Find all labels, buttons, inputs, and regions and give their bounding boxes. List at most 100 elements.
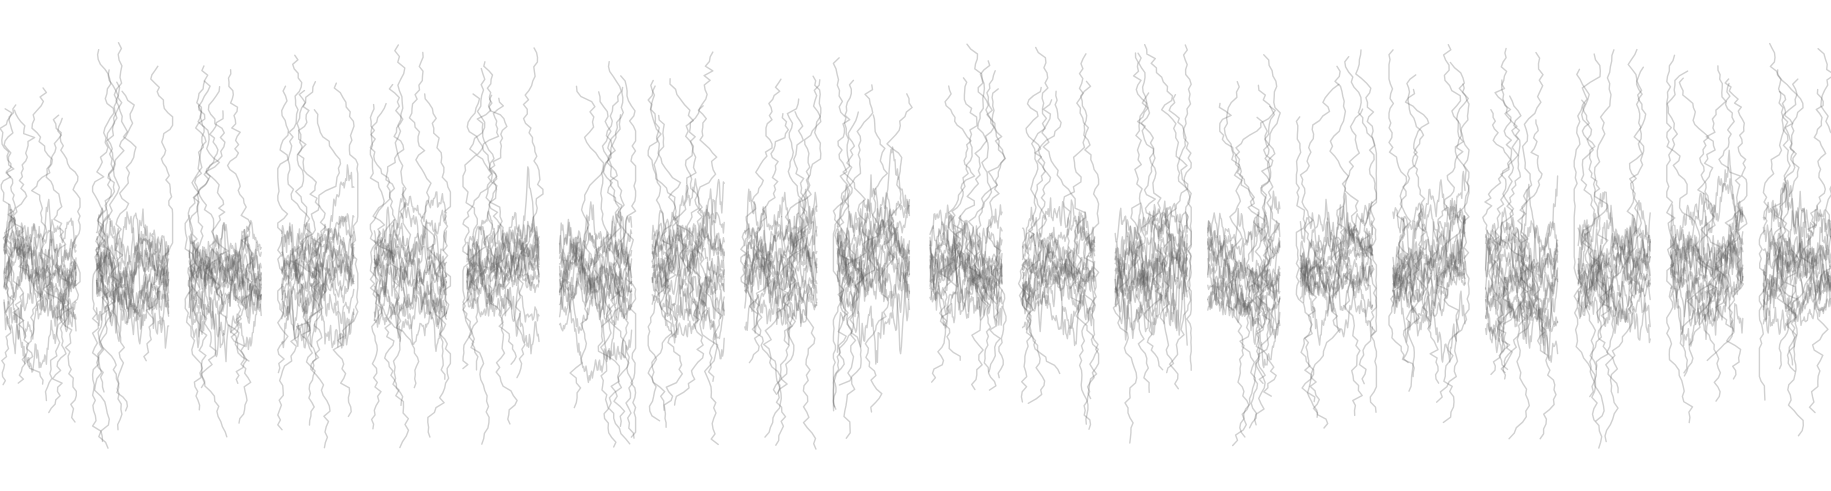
trace-line	[1392, 221, 1466, 307]
trace-line	[651, 211, 725, 321]
trace-line	[373, 244, 448, 326]
trace-line	[651, 264, 725, 317]
trace-line	[1041, 99, 1100, 430]
trace-line	[1021, 238, 1096, 303]
trace-line	[1144, 44, 1192, 371]
trace-line	[188, 228, 262, 358]
trace-line	[373, 230, 448, 306]
trace-line	[466, 239, 540, 302]
trace-line	[1771, 90, 1799, 372]
trace-line	[52, 114, 81, 423]
trace-line	[929, 255, 1003, 329]
trace-line	[744, 227, 818, 307]
trace-line	[744, 215, 818, 326]
trace-line	[95, 240, 170, 327]
trace-line	[0, 104, 17, 386]
trace-line	[1392, 246, 1466, 307]
trace-line	[744, 188, 818, 288]
trace-line	[744, 239, 818, 288]
trace-line	[651, 238, 725, 341]
trace-line	[558, 215, 633, 296]
trace-line	[929, 265, 1003, 316]
trace-line	[836, 239, 911, 355]
trace-line	[647, 85, 677, 411]
trace-line	[836, 257, 911, 365]
trace-line	[558, 231, 633, 310]
trace-line	[1577, 273, 1651, 325]
trace-line	[1484, 239, 1559, 311]
trace-line	[1762, 183, 1831, 293]
trace-line	[1762, 270, 1831, 335]
trace-column-18	[1573, 48, 1651, 449]
trace-line	[1207, 258, 1281, 319]
trace-line	[1114, 225, 1188, 294]
trace-column-19	[1666, 54, 1748, 424]
trace-line	[462, 94, 508, 370]
trace-line	[764, 98, 809, 438]
trace-line	[1021, 237, 1096, 286]
trace-line	[569, 61, 622, 409]
trace-line	[31, 87, 65, 402]
trace-line	[1670, 234, 1744, 298]
trace-line	[744, 268, 818, 346]
trace-line	[281, 215, 355, 317]
trace-column-15	[1295, 49, 1378, 429]
trace-line	[188, 229, 262, 282]
trace-line	[188, 241, 262, 306]
trace-column-9	[740, 75, 822, 450]
trace-line	[95, 245, 170, 320]
trace-line	[836, 219, 911, 283]
trace-line	[1021, 259, 1096, 347]
trace-line	[281, 213, 355, 281]
trace-line	[1248, 84, 1276, 429]
trace-line	[1670, 270, 1744, 327]
trace-column-3	[184, 65, 262, 438]
trace-line	[1392, 241, 1466, 294]
trace-line	[1021, 243, 1096, 310]
trace-line	[836, 235, 911, 333]
trace-line	[281, 232, 355, 349]
trace-line	[832, 114, 889, 408]
trace-line	[1484, 229, 1559, 321]
trace-line	[95, 244, 170, 349]
trace-line	[466, 93, 518, 425]
trace-line	[1114, 213, 1188, 306]
trace-line	[558, 221, 633, 318]
trace-line	[558, 210, 633, 300]
trace-line	[188, 262, 262, 319]
trace-line	[1021, 211, 1096, 299]
trace-line	[466, 249, 540, 355]
trace-line	[602, 86, 635, 439]
trace-line	[1488, 47, 1515, 371]
trace-column-5	[369, 44, 452, 449]
trace-line	[1769, 42, 1804, 366]
trace-line	[300, 109, 342, 426]
trace-line	[95, 247, 170, 336]
trace-line	[1114, 249, 1188, 331]
trace-line	[1114, 234, 1188, 339]
trace-line	[929, 247, 1003, 326]
trace-line	[466, 260, 540, 294]
trace-line	[651, 222, 725, 261]
trace-line	[929, 215, 1003, 293]
trace-line	[1577, 226, 1651, 302]
trace-line	[1762, 263, 1831, 314]
trace-line	[558, 248, 633, 326]
trace-line	[1254, 54, 1281, 426]
trace-line	[651, 240, 725, 322]
trace-line	[277, 54, 303, 374]
trace-line	[929, 236, 1003, 326]
trace-line	[788, 79, 822, 450]
trace-line	[91, 81, 123, 443]
trace-line	[45, 117, 71, 414]
trace-line	[95, 211, 170, 315]
trace-line	[466, 211, 540, 301]
trace-line	[466, 223, 540, 281]
trace-line	[95, 248, 170, 334]
trace-line	[1309, 108, 1364, 418]
trace-line	[740, 78, 782, 364]
trace-line	[836, 146, 911, 258]
trace-column-2	[91, 42, 174, 449]
trace-line	[3, 268, 77, 324]
trace-line	[369, 83, 420, 389]
